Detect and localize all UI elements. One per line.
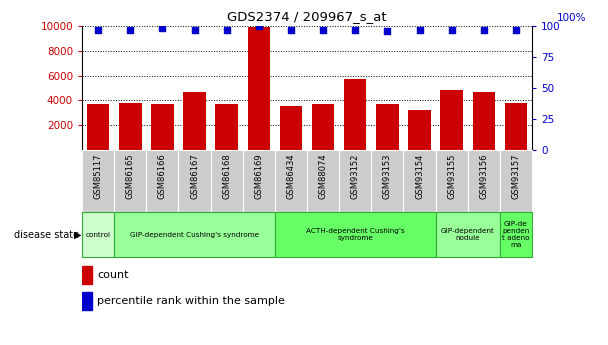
Text: count: count xyxy=(97,270,128,280)
Bar xyxy=(344,79,367,150)
Bar xyxy=(440,90,463,150)
Text: GSM93152: GSM93152 xyxy=(351,153,360,199)
Bar xyxy=(505,103,527,150)
Text: GSM86167: GSM86167 xyxy=(190,153,199,199)
Bar xyxy=(215,104,238,150)
Text: GIP-de
penden
t adeno
ma: GIP-de penden t adeno ma xyxy=(502,221,530,248)
Text: disease state: disease state xyxy=(14,230,79,239)
Bar xyxy=(114,212,275,257)
Point xyxy=(511,27,521,32)
Bar xyxy=(371,150,404,212)
Bar xyxy=(408,110,430,150)
Text: GIP-dependent
nodule: GIP-dependent nodule xyxy=(441,228,495,241)
Text: ▶: ▶ xyxy=(74,230,81,239)
Text: GSM93155: GSM93155 xyxy=(447,153,456,199)
Bar xyxy=(119,102,142,150)
Bar xyxy=(210,150,243,212)
Bar xyxy=(307,150,339,212)
Point xyxy=(479,27,489,32)
Text: GSM86434: GSM86434 xyxy=(286,153,295,199)
Point xyxy=(222,27,232,32)
Title: GDS2374 / 209967_s_at: GDS2374 / 209967_s_at xyxy=(227,10,387,23)
Bar xyxy=(339,150,371,212)
Bar xyxy=(275,150,307,212)
Bar xyxy=(468,150,500,212)
Bar xyxy=(500,150,532,212)
Bar xyxy=(151,104,174,150)
Text: GSM93154: GSM93154 xyxy=(415,153,424,199)
Text: GSM93157: GSM93157 xyxy=(511,153,520,199)
Bar xyxy=(243,150,275,212)
Bar xyxy=(280,106,302,150)
Bar xyxy=(500,212,532,257)
Bar xyxy=(435,212,500,257)
Point xyxy=(415,27,424,32)
Bar xyxy=(404,150,435,212)
Text: percentile rank within the sample: percentile rank within the sample xyxy=(97,296,285,306)
Bar xyxy=(472,92,495,150)
Bar xyxy=(247,27,270,150)
Text: GSM86165: GSM86165 xyxy=(126,153,135,199)
Bar xyxy=(275,212,435,257)
Point xyxy=(157,26,167,31)
Point xyxy=(286,27,296,32)
Point xyxy=(318,27,328,32)
Point xyxy=(254,23,264,29)
Bar xyxy=(82,150,114,212)
Point xyxy=(382,28,392,33)
Text: GSM85117: GSM85117 xyxy=(94,153,103,199)
Point xyxy=(350,27,360,32)
Text: GSM93156: GSM93156 xyxy=(479,153,488,199)
Point xyxy=(93,27,103,32)
Point xyxy=(125,27,135,32)
Text: GSM86169: GSM86169 xyxy=(254,153,263,199)
Bar xyxy=(147,150,179,212)
Bar xyxy=(183,92,206,150)
Text: GSM93153: GSM93153 xyxy=(383,153,392,199)
Text: GIP-dependent Cushing's syndrome: GIP-dependent Cushing's syndrome xyxy=(130,231,259,238)
Bar xyxy=(82,266,92,284)
Text: 100%: 100% xyxy=(557,13,586,23)
Text: GSM86168: GSM86168 xyxy=(222,153,231,199)
Point xyxy=(447,27,457,32)
Text: GSM86166: GSM86166 xyxy=(158,153,167,199)
Bar xyxy=(435,150,468,212)
Bar xyxy=(114,150,147,212)
Bar xyxy=(87,104,109,150)
Bar xyxy=(376,104,399,150)
Text: ACTH-dependent Cushing's
syndrome: ACTH-dependent Cushing's syndrome xyxy=(306,228,404,241)
Point xyxy=(190,27,199,32)
Bar xyxy=(179,150,210,212)
Text: control: control xyxy=(86,231,111,238)
Bar xyxy=(82,292,92,310)
Bar xyxy=(312,104,334,150)
Text: GSM88074: GSM88074 xyxy=(319,153,328,199)
Bar xyxy=(82,212,114,257)
